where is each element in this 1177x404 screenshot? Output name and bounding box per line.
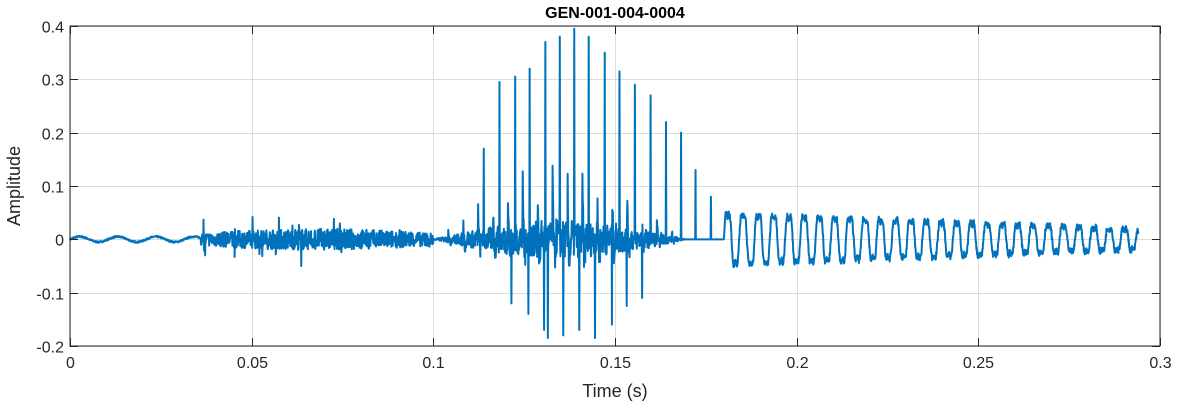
- y-tick-label: -0.2: [36, 340, 64, 357]
- chart-title: GEN-001-004-0004: [545, 5, 685, 22]
- y-tick-label: -0.1: [36, 287, 64, 304]
- x-tick-label: 0.25: [963, 355, 994, 372]
- x-tick-label: 0.15: [600, 355, 631, 372]
- x-tick-label: 0: [66, 355, 75, 372]
- y-tick-label: 0.1: [42, 180, 64, 197]
- x-tick-label: 0.3: [1149, 355, 1171, 372]
- waveform-series-line: [69, 27, 1140, 339]
- x-axis-label: Time (s): [582, 381, 647, 401]
- x-tick-label: 0.05: [237, 355, 268, 372]
- y-tick-label: 0: [55, 233, 64, 250]
- grid-lines: [70, 26, 1161, 347]
- x-tick-label: 0.2: [786, 355, 808, 372]
- y-axis-label: Amplitude: [4, 146, 24, 226]
- y-tick-label: 0.3: [42, 73, 64, 90]
- y-tick-label: 0.4: [42, 20, 64, 37]
- x-tick-label: 0.1: [422, 355, 444, 372]
- y-tick-label: 0.2: [42, 127, 64, 144]
- axis-ticks: 0 0.05 0.1 0.15 0.2 0.25 0.3 -0.2 -0.1 0 0.1 0.2 0.3…: [36, 20, 1171, 373]
